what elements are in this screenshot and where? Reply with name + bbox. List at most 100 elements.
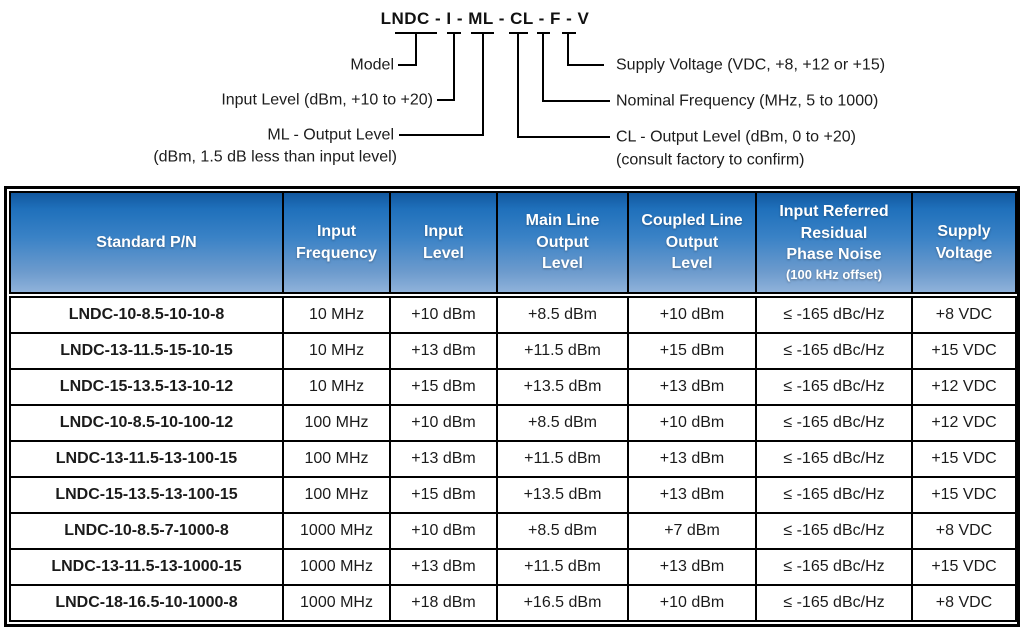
table-row: LNDC-10-8.5-7-1000-8 1000 MHz +10 dBm +8.5 …	[9, 512, 1017, 550]
table-row: LNDC-18-16.5-10-1000-8 1000 MHz +18 dBm +16…	[9, 584, 1017, 622]
table-row: LNDC-15-13.5-13-10-12 10 MHz +15 dBm +13.5 …	[9, 368, 1017, 406]
spec-table-header: Standard P/N Input Frequency Input Level Ma…	[9, 191, 1017, 294]
cell-coupled-line-output-level: +13 dBm	[627, 440, 757, 478]
table-row: LNDC-13-11.5-15-10-15 10 MHz +13 dBm +11.5 …	[9, 332, 1017, 370]
cell-pn: LNDC-13-11.5-15-10-15	[9, 332, 284, 370]
col-header-label: Main Line Output Level	[525, 212, 600, 273]
cell-main-line-output-level: +13.5 dBm	[496, 368, 629, 406]
cell-main-line-output-level: +16.5 dBm	[496, 584, 629, 622]
cell-main-line-output-level: +11.5 dBm	[496, 548, 629, 586]
col-header-input-level: Input Level	[389, 191, 498, 294]
cell-input-level: +13 dBm	[389, 548, 498, 586]
cell-input-frequency: 10 MHz	[282, 296, 391, 334]
cell-input-frequency: 100 MHz	[282, 404, 391, 442]
cell-coupled-line-output-level: +10 dBm	[627, 404, 757, 442]
cell-coupled-line-output-level: +13 dBm	[627, 476, 757, 514]
label-supply-voltage: Supply Voltage (VDC, +8, +12 or +15)	[616, 56, 886, 74]
connector-lines	[395, 32, 610, 138]
label-cl-output-note: (consult factory to confirm)	[616, 151, 805, 169]
cell-input-frequency: 1000 MHz	[282, 512, 391, 550]
table-row: LNDC-10-8.5-10-100-12 100 MHz +10 dBm +8.5 …	[9, 404, 1017, 442]
cell-phase-noise: ≤ -165 dBc/Hz	[755, 548, 913, 586]
cell-supply-voltage: +12 VDC	[911, 368, 1017, 406]
col-header-label: Input Frequency	[296, 222, 377, 262]
col-header-coupled-line-output-level: Coupled Line Output Level	[627, 191, 757, 294]
part-number-breakdown-diagram: LNDC - I - ML - CL - F - V Model Input L…	[0, 0, 1024, 186]
cell-input-level: +10 dBm	[389, 296, 498, 334]
cell-input-level: +15 dBm	[389, 476, 498, 514]
cell-pn: LNDC-13-11.5-13-1000-15	[9, 548, 284, 586]
cell-pn: LNDC-10-8.5-10-100-12	[9, 404, 284, 442]
cell-phase-noise: ≤ -165 dBc/Hz	[755, 512, 913, 550]
cell-main-line-output-level: +8.5 dBm	[496, 296, 629, 334]
label-model: Model	[350, 56, 394, 74]
label-cl-output-level: CL - Output Level (dBm, 0 to +20)	[616, 128, 856, 146]
cell-pn: LNDC-15-13.5-13-10-12	[9, 368, 284, 406]
cell-coupled-line-output-level: +7 dBm	[627, 512, 757, 550]
table-body: LNDC-10-8.5-10-10-8 10 MHz +10 dBm +8.5 dBm…	[9, 296, 1017, 622]
col-header-input-frequency: Input Frequency	[282, 191, 391, 294]
cell-supply-voltage: +8 VDC	[911, 584, 1017, 622]
label-ml-output-note: (dBm, 1.5 dB less than input level)	[153, 148, 397, 166]
cell-input-level: +10 dBm	[389, 404, 498, 442]
cell-phase-noise: ≤ -165 dBc/Hz	[755, 404, 913, 442]
cell-main-line-output-level: +11.5 dBm	[496, 332, 629, 370]
cell-pn: LNDC-10-8.5-10-10-8	[9, 296, 284, 334]
cell-supply-voltage: +15 VDC	[911, 548, 1017, 586]
cell-coupled-line-output-level: +10 dBm	[627, 296, 757, 334]
table-row: LNDC-13-11.5-13-100-15 100 MHz +13 dBm +11.…	[9, 440, 1017, 478]
col-header-label: Standard P/N	[96, 233, 197, 251]
cell-pn: LNDC-15-13.5-13-100-15	[9, 476, 284, 514]
col-header-subnote: (100 kHz offset)	[785, 266, 883, 282]
col-header-main-line-output-level: Main Line Output Level	[496, 191, 629, 294]
col-header-label: Input Referred Residual Phase Noise	[779, 203, 889, 264]
cell-input-frequency: 1000 MHz	[282, 548, 391, 586]
cell-input-frequency: 10 MHz	[282, 332, 391, 370]
cell-input-frequency: 100 MHz	[282, 476, 391, 514]
cell-input-level: +15 dBm	[389, 368, 498, 406]
cell-input-frequency: 10 MHz	[282, 368, 391, 406]
col-header-label: Input Level	[423, 222, 464, 262]
cell-phase-noise: ≤ -165 dBc/Hz	[755, 368, 913, 406]
cell-main-line-output-level: +8.5 dBm	[496, 512, 629, 550]
cell-supply-voltage: +12 VDC	[911, 404, 1017, 442]
cell-supply-voltage: +15 VDC	[911, 440, 1017, 478]
cell-coupled-line-output-level: +10 dBm	[627, 584, 757, 622]
label-input-level: Input Level (dBm, +10 to +20)	[221, 91, 433, 109]
cell-input-level: +13 dBm	[389, 440, 498, 478]
table-row: LNDC-13-11.5-13-1000-15 1000 MHz +13 dBm +1…	[9, 548, 1017, 586]
spec-table: Standard P/N Input Frequency Input Level Ma…	[4, 186, 1020, 627]
spec-table-body: LNDC-10-8.5-10-10-8 10 MHz +10 dBm +8.5 dBm…	[9, 296, 1017, 622]
col-header-label: Coupled Line Output Level	[641, 212, 743, 273]
col-header-phase-noise: Input Referred Residual Phase Noise (100 …	[755, 191, 913, 294]
cell-pn: LNDC-18-16.5-10-1000-8	[9, 584, 284, 622]
part-number-title: LNDC - I - ML - CL - F - V	[380, 9, 590, 28]
cell-phase-noise: ≤ -165 dBc/Hz	[755, 332, 913, 370]
cell-phase-noise: ≤ -165 dBc/Hz	[755, 584, 913, 622]
cell-coupled-line-output-level: +13 dBm	[627, 548, 757, 586]
cell-phase-noise: ≤ -165 dBc/Hz	[755, 296, 913, 334]
col-header-supply-voltage: Supply Voltage	[911, 191, 1017, 294]
cell-coupled-line-output-level: +15 dBm	[627, 332, 757, 370]
cell-main-line-output-level: +13.5 dBm	[496, 476, 629, 514]
col-header-standard-pn: Standard P/N	[9, 191, 284, 294]
cell-main-line-output-level: +8.5 dBm	[496, 404, 629, 442]
cell-input-level: +10 dBm	[389, 512, 498, 550]
table-row: LNDC-15-13.5-13-100-15 100 MHz +15 dBm +13.…	[9, 476, 1017, 514]
cell-supply-voltage: +15 VDC	[911, 332, 1017, 370]
cell-input-frequency: 1000 MHz	[282, 584, 391, 622]
cell-pn: LNDC-10-8.5-7-1000-8	[9, 512, 284, 550]
label-ml-output-level: ML - Output Level	[267, 126, 394, 144]
cell-supply-voltage: +8 VDC	[911, 512, 1017, 550]
header-body-divider	[9, 294, 1015, 296]
cell-phase-noise: ≤ -165 dBc/Hz	[755, 476, 913, 514]
col-header-label: Supply Voltage	[935, 222, 993, 262]
cell-input-level: +18 dBm	[389, 584, 498, 622]
cell-supply-voltage: +15 VDC	[911, 476, 1017, 514]
cell-input-level: +13 dBm	[389, 332, 498, 370]
cell-supply-voltage: +8 VDC	[911, 296, 1017, 334]
label-nominal-frequency: Nominal Frequency (MHz, 5 to 1000)	[616, 92, 879, 110]
cell-coupled-line-output-level: +13 dBm	[627, 368, 757, 406]
cell-input-frequency: 100 MHz	[282, 440, 391, 478]
header-row: Standard P/N Input Frequency Input Level Ma…	[9, 191, 1017, 294]
